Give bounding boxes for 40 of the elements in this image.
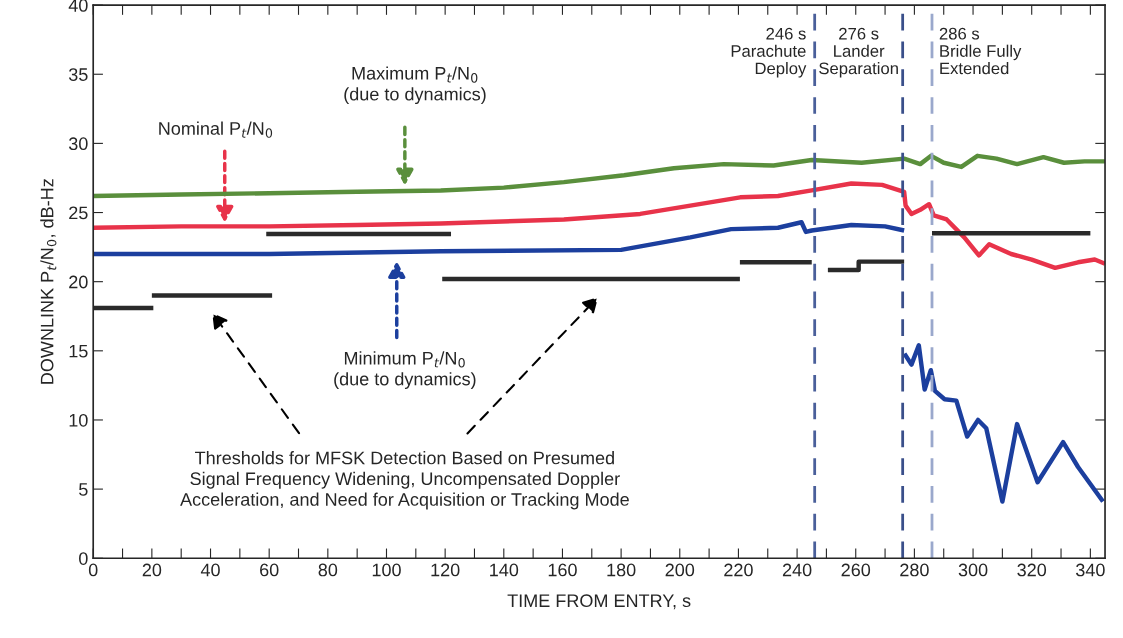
x-axis-title: TIME FROM ENTRY, s	[507, 594, 691, 610]
x-tick-label: 180	[607, 563, 636, 577]
y-tick-label: 15	[69, 344, 88, 358]
y-tick-label: 30	[68, 137, 88, 151]
ref-line-label: 246 s Parachute Deploy	[731, 27, 807, 78]
x-tick-label: 100	[372, 563, 401, 577]
annotation: Maximum P$_{t}$/N$_{0}$ (due to dynamics)	[344, 66, 486, 105]
y-tick-label: 5	[79, 483, 88, 496]
x-tick-label: 240	[782, 563, 812, 577]
y-tick-label: 20	[69, 275, 88, 289]
x-tick-label: 140	[490, 563, 519, 577]
annotation: Thresholds for MFSK Detection Based on Presumed Signal Frequency Widening, Uncompensated Doppler Acceleration, and Need for Acquisition or Tracking Mode	[180, 451, 629, 510]
y-tick-label: 35	[68, 68, 88, 81]
y-tick-label: 40	[68, 0, 88, 12]
x-tick-label: 40	[200, 563, 220, 577]
x-tick-label: 280	[900, 563, 929, 577]
x-tick-label: 120	[431, 563, 460, 577]
x-tick-label: 220	[724, 563, 753, 577]
annotation: Nominal P$_{t}$/N$_{0}$	[159, 121, 273, 138]
x-tick-label: 200	[665, 563, 695, 577]
y-tick-label: 0	[79, 552, 88, 565]
x-tick-label: 300	[958, 563, 988, 577]
ref-line-label: 276 s Lander Separation	[819, 27, 898, 78]
y-axis-title: DOWNLINK P$_{t}$/N$_{0}$, dB-Hz	[40, 179, 57, 384]
x-tick-label: 260	[841, 563, 871, 577]
line-series	[93, 219, 907, 257]
x-tick-label: 0	[88, 563, 98, 577]
line-series	[93, 153, 1106, 199]
line-series	[902, 343, 1106, 504]
y-tick-label: 25	[69, 206, 88, 220]
annotation: Minimum P$_{t}$/N$_{0}$ (due to dynamics)	[334, 351, 476, 389]
x-tick-label: 160	[548, 563, 577, 577]
x-tick-label: 20	[142, 563, 162, 577]
ref-line-label: 286 s Bridle Fully Extended	[939, 27, 1022, 75]
x-tick-label: 320	[1017, 563, 1047, 577]
x-tick-label: 60	[260, 563, 279, 577]
x-tick-label: 80	[318, 563, 338, 577]
line-series	[93, 181, 1106, 271]
y-tick-label: 10	[69, 413, 88, 427]
x-tick-label: 340	[1076, 563, 1105, 577]
